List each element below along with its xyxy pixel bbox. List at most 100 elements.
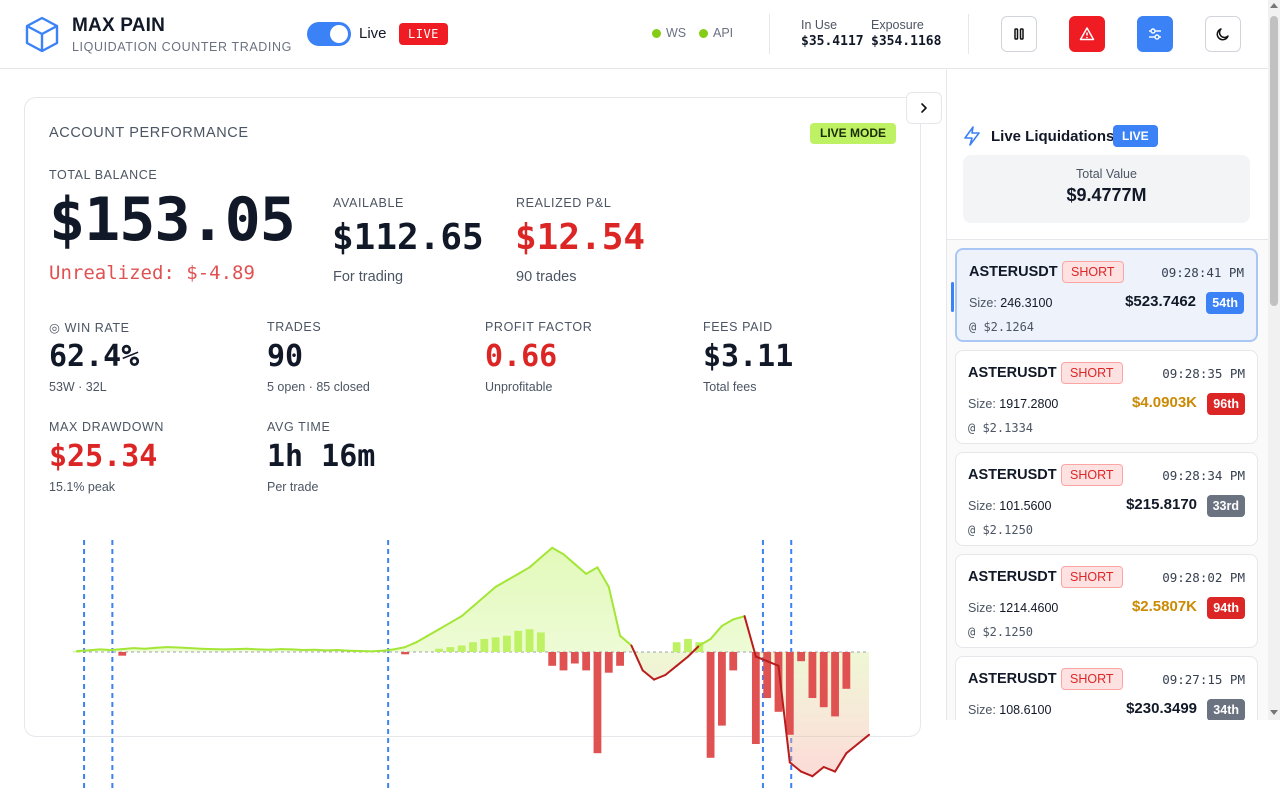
liquidation-symbol: ASTERUSDT: [969, 264, 1058, 280]
toggle-knob: [330, 25, 348, 43]
avg-time-value: 1h 16m: [267, 439, 375, 474]
exposure-label: Exposure: [871, 18, 924, 32]
liquidation-time: 09:28:35 PM: [1162, 366, 1245, 381]
cube-logo-icon: [25, 16, 59, 52]
liquidation-time: 09:28:02 PM: [1162, 570, 1245, 585]
theme-toggle-button[interactable]: [1205, 16, 1241, 52]
pnl-line-segment: [371, 651, 382, 652]
liquidation-size-label: Size:: [968, 601, 996, 615]
collapse-sidebar-button[interactable]: [906, 92, 942, 124]
realized-pnl-value: $12.54: [515, 217, 645, 258]
pnl-chart: [49, 530, 879, 790]
trade-pnl-bar: [435, 649, 443, 652]
available-value: $112.65: [332, 217, 484, 258]
realized-pnl-sub: 90 trades: [516, 269, 576, 285]
liquidation-symbol: ASTERUSDT: [968, 365, 1057, 381]
scroll-down-icon[interactable]: [1270, 710, 1278, 715]
exposure-value: $354.1168: [871, 34, 941, 49]
avg-time-label: AVG TIME: [267, 420, 330, 434]
trade-pnl-bar: [673, 642, 681, 652]
total-value-box: Total Value $9.4777M: [963, 155, 1250, 223]
realized-pnl-label: REALIZED P&L: [516, 196, 611, 210]
pause-icon: [1012, 27, 1026, 41]
chevron-right-icon: [919, 102, 929, 114]
trades-sub: 5 open · 85 closed: [267, 380, 370, 394]
liquidation-size-label: Size:: [969, 296, 997, 310]
liquidation-time: 09:27:15 PM: [1162, 672, 1245, 687]
liquidation-rank-badge: 54th: [1206, 292, 1244, 314]
trade-pnl-bar: [616, 652, 624, 666]
ws-status-dot-icon: [652, 29, 661, 38]
pnl-line-segment: [269, 649, 280, 650]
pnl-line-segment: [111, 649, 122, 650]
target-icon: ◎: [49, 321, 65, 335]
profit-factor-sub: Unprofitable: [485, 380, 552, 394]
liquidation-rank-badge: 33rd: [1207, 495, 1245, 517]
scroll-up-icon[interactable]: [1270, 3, 1278, 8]
fees-paid-sub: Total fees: [703, 380, 757, 394]
liquidation-symbol: ASTERUSDT: [968, 467, 1057, 483]
trade-pnl-bar: [560, 652, 568, 670]
api-status: API: [699, 26, 733, 40]
liquidation-symbol: ASTERUSDT: [968, 671, 1057, 687]
ws-status: WS: [652, 26, 686, 40]
pnl-line-segment: [190, 648, 201, 649]
liquidation-size: Size: 1917.2800: [968, 397, 1058, 411]
active-indicator: [951, 282, 954, 312]
liquidation-price: @ $2.1264: [969, 320, 1034, 334]
fees-paid-value: $3.11: [703, 339, 793, 374]
liquidation-size-value: 101.5600: [999, 499, 1051, 513]
pnl-line-segment: [179, 647, 190, 648]
pnl-line-segment: [77, 650, 88, 651]
trade-pnl-bar: [842, 652, 850, 689]
trade-pnl-bar: [797, 652, 805, 661]
liquidation-rank-badge: 94th: [1207, 597, 1245, 619]
live-mode-toggle[interactable]: [307, 22, 351, 46]
app-subtitle: LIQUIDATION COUNTER TRADING: [72, 40, 292, 54]
liquidation-price: @ $2.1250: [968, 523, 1033, 537]
trade-pnl-bar: [514, 631, 522, 652]
live-badge: LIVE: [399, 23, 448, 45]
settings-button[interactable]: [1137, 16, 1173, 52]
trade-pnl-bar: [480, 639, 488, 652]
liquidation-price: @ $2.1334: [968, 421, 1033, 435]
emergency-button[interactable]: [1069, 16, 1105, 52]
main-panel: ACCOUNT PERFORMANCE LIVE MODE TOTAL BALA…: [0, 70, 946, 720]
trade-pnl-bar: [809, 652, 817, 698]
liquidation-size-value: 1214.4600: [999, 601, 1058, 615]
liquidation-price: @ $2.1250: [968, 625, 1033, 639]
trade-pnl-bar: [752, 652, 760, 744]
liquidation-side-badge: SHORT: [1061, 464, 1123, 486]
available-sub: For trading: [333, 269, 403, 285]
moon-icon: [1215, 26, 1231, 42]
trade-pnl-bar: [831, 652, 839, 716]
page-scrollbar[interactable]: [1268, 0, 1280, 720]
total-value-label: Total Value: [963, 167, 1250, 181]
liquidation-symbol: ASTERUSDT: [968, 569, 1057, 585]
lightning-icon: [963, 126, 981, 146]
max-drawdown-value: $25.34: [49, 439, 157, 474]
pnl-area-fill: [77, 548, 869, 776]
trade-pnl-bar: [820, 652, 828, 707]
trade-pnl-bar: [786, 652, 794, 735]
avg-time-sub: Per trade: [267, 480, 318, 494]
pause-button[interactable]: [1001, 16, 1037, 52]
liquidations-live-badge: LIVE: [1113, 125, 1158, 147]
pnl-line-segment: [247, 649, 258, 650]
liquidation-rank-badge: 96th: [1207, 393, 1245, 415]
liquidations-header: Live Liquidations LIVE Total Value $9.47…: [947, 70, 1268, 240]
scrollbar-thumb[interactable]: [1270, 16, 1278, 306]
liquidation-time: 09:28:34 PM: [1162, 468, 1245, 483]
trades-label: TRADES: [267, 320, 321, 334]
header-divider: [769, 14, 770, 54]
header-divider: [968, 14, 969, 54]
max-drawdown-label: MAX DRAWDOWN: [49, 420, 164, 434]
liquidation-size-value: 1917.2800: [999, 397, 1058, 411]
trade-pnl-bar: [469, 642, 477, 652]
trade-pnl-bar: [537, 632, 545, 652]
